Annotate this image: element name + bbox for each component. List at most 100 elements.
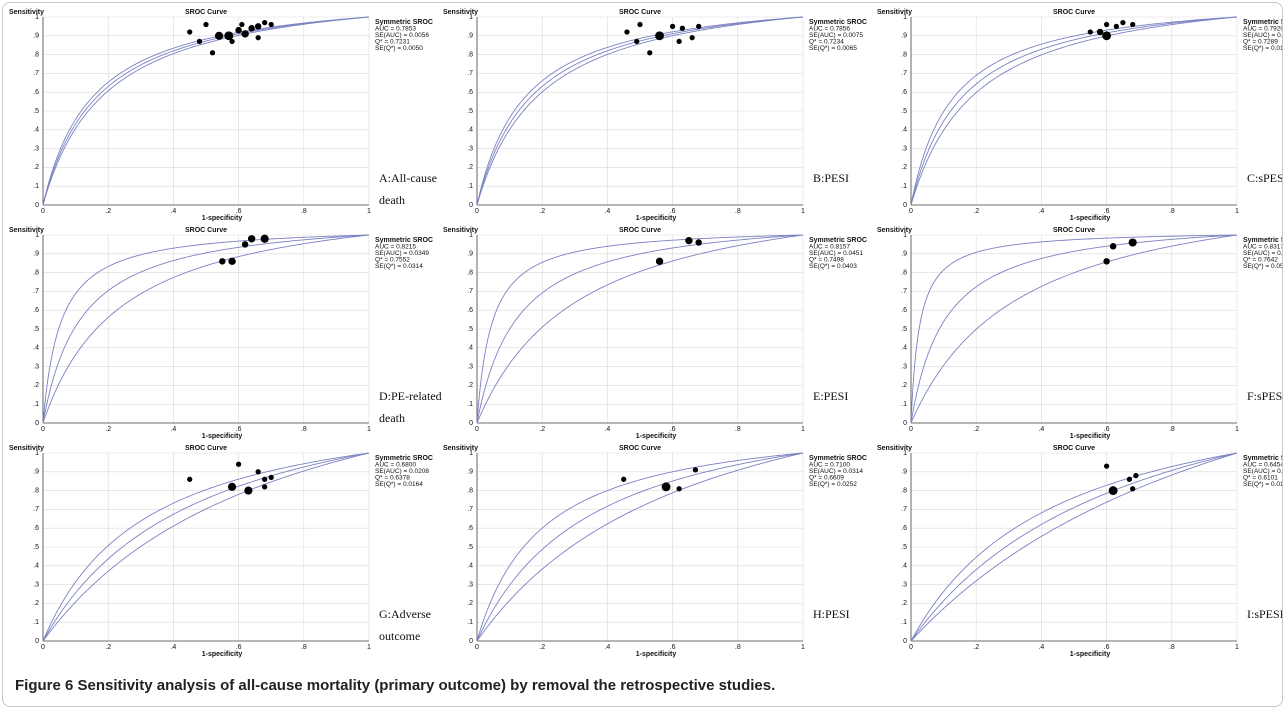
sroc-curve [910, 234, 1238, 424]
x-tick-label: .2 [105, 208, 111, 215]
chart-title: SROC Curve [185, 227, 227, 234]
stat: SE(Q*) = 0.0501 [1243, 263, 1282, 270]
x-tick-label: .6 [670, 208, 676, 215]
x-tick-label: 1 [367, 644, 371, 651]
study-point [685, 236, 693, 245]
y-tick-label: 0 [35, 420, 39, 427]
y-tick-label: .2 [901, 382, 907, 389]
study-point [1126, 476, 1133, 482]
x-tick-label: 0 [41, 208, 45, 215]
y-tick-label: .5 [33, 108, 39, 115]
y-tick-label: .4 [467, 127, 473, 134]
sroc-band [910, 16, 1238, 206]
study-point [203, 21, 209, 28]
y-axis-label: Sensitivity [443, 445, 478, 452]
y-tick-label: .7 [467, 506, 473, 513]
panel-label: F:sPESI [1247, 389, 1282, 403]
y-tick-label: 1 [903, 450, 907, 457]
stats-title: Symmetric SROC [375, 19, 433, 26]
panel-label: I:sPESI [1247, 607, 1282, 621]
stat: SE(AUC) = 0.0451 [809, 250, 863, 257]
study-point [214, 31, 224, 40]
study-point [1133, 472, 1139, 479]
study-point [187, 29, 193, 35]
y-tick-label: 1 [35, 232, 39, 239]
sroc-band [910, 234, 1238, 424]
study-point [1102, 31, 1112, 41]
y-tick-label: .9 [901, 33, 907, 40]
x-tick-label: 0 [41, 644, 45, 651]
y-tick-label: .6 [467, 89, 473, 96]
study-point [647, 50, 653, 56]
sroc-band [910, 16, 1238, 206]
study-point [669, 23, 676, 30]
y-tick-label: .6 [901, 525, 907, 532]
study-point [196, 38, 203, 45]
y-tick-label: 1 [35, 450, 39, 457]
y-tick-label: 1 [469, 450, 473, 457]
stats-title: Symmetric SROC [1243, 19, 1282, 26]
x-tick-label: 0 [475, 208, 479, 215]
x-tick-label: .6 [670, 426, 676, 433]
y-tick-label: 0 [35, 202, 39, 209]
study-point [235, 26, 242, 34]
stat: SE(AUC) = 0.0208 [375, 468, 429, 475]
caption-label: Figure 6 [15, 677, 74, 694]
y-tick-label: .8 [467, 269, 473, 276]
x-tick-label: .6 [670, 644, 676, 651]
study-point [244, 486, 253, 495]
y-tick-label: .7 [901, 70, 907, 77]
study-point [262, 476, 268, 482]
study-point [689, 35, 695, 41]
y-tick-label: .3 [33, 145, 39, 152]
study-point [229, 38, 235, 45]
stat: SE(Q*) = 0.0162 [1243, 481, 1282, 488]
panel-label: B:PESI [813, 171, 849, 185]
study-point [187, 476, 193, 482]
study-point [695, 239, 702, 246]
x-tick-label: .2 [105, 644, 111, 651]
x-tick-label: 1 [1235, 208, 1239, 215]
x-tick-label: .8 [301, 644, 307, 651]
stats-title: Symmetric SROC [809, 19, 867, 26]
x-tick-label: 1 [801, 208, 805, 215]
study-point [1130, 21, 1136, 28]
x-tick-label: .4 [604, 426, 610, 433]
x-tick-label: .6 [1104, 426, 1110, 433]
y-tick-label: .5 [33, 326, 39, 333]
sroc-panel: Sensitivity SROC Curve 0 .1 .2 .3 .4 .5 .6 .7 .8 .9… [877, 227, 1282, 440]
x-axis-label: 1-specificity [1070, 433, 1111, 440]
sroc-panel: Sensitivity SROC Curve 0 .1 .2 .3 .4 .5 .6 .7 .8 .9… [877, 445, 1282, 658]
y-tick-label: .9 [467, 33, 473, 40]
y-tick-label: .4 [467, 345, 473, 352]
y-tick-label: .8 [901, 487, 907, 494]
sroc-band [476, 234, 804, 424]
stat: AUC = 0.6454 [1243, 462, 1282, 469]
x-tick-label: 1 [1235, 426, 1239, 433]
stat: SE(AUC) = 0.0075 [809, 32, 863, 39]
study-point [1108, 486, 1118, 496]
x-tick-label: .4 [170, 426, 176, 433]
x-tick-label: 0 [909, 644, 913, 651]
y-tick-label: 1 [903, 14, 907, 21]
y-tick-label: 0 [35, 638, 39, 645]
x-tick-label: 1 [367, 426, 371, 433]
y-tick-label: .9 [33, 251, 39, 258]
x-tick-label: .8 [735, 644, 741, 651]
panel-label: C:sPESI [1247, 171, 1282, 185]
study-point [692, 467, 699, 473]
y-tick-label: .6 [33, 89, 39, 96]
y-tick-label: .6 [33, 525, 39, 532]
y-tick-label: .3 [467, 581, 473, 588]
x-axis-label: 1-specificity [202, 433, 243, 440]
stats-title: Symmetric SROC [375, 455, 433, 462]
x-tick-label: .8 [1169, 644, 1175, 651]
y-tick-label: .7 [901, 506, 907, 513]
sroc-curve [910, 16, 1238, 206]
y-tick-label: .3 [33, 363, 39, 370]
x-axis-label: 1-specificity [1070, 215, 1111, 222]
sroc-band [42, 234, 370, 424]
y-tick-label: .2 [33, 382, 39, 389]
study-point [1103, 21, 1110, 28]
y-tick-label: .1 [467, 619, 473, 626]
